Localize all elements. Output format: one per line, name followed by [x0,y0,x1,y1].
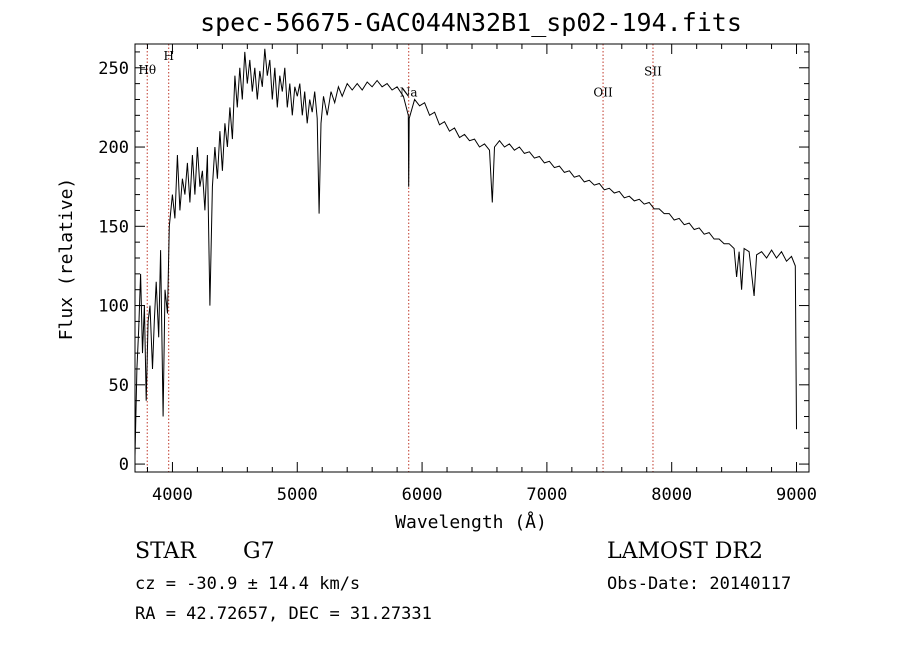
x-axis-label: Wavelength (Å) [395,511,547,533]
chart-title: spec-56675-GAC044N32B1_sp02-194.fits [200,8,742,37]
survey-name: LAMOST DR2 [607,539,763,564]
y-axis-label: Flux (relative) [56,178,77,341]
observation-date: Obs-Date: 20140117 [607,574,791,594]
x-tick-label-1: 5000 [277,485,318,505]
redshift-velocity: cz = -30.9 ± 14.4 km/s [135,574,360,594]
y-tick-label-1: 50 [109,376,129,396]
object-subclass: G7 [243,539,275,564]
y-tick-label-0: 0 [119,455,129,475]
x-tick-label-3: 7000 [526,485,567,505]
x-tick-label-0: 4000 [152,485,193,505]
y-tick-label-2: 100 [98,297,129,317]
x-tick-label-2: 6000 [402,485,443,505]
plot-frame [134,43,810,473]
spectral-line-markers: Hθ H Na OII SII [138,44,662,472]
spectral-line-label-4: SII [644,65,662,79]
x-tick-label-5: 9000 [776,485,817,505]
y-tick-label-4: 200 [98,138,129,158]
axis-tick-labels: 4000 5000 6000 7000 8000 9000 0 50 100 150 200 250 [98,59,817,505]
y-tick-label-5: 250 [98,59,129,79]
x-tick-label-4: 8000 [651,485,692,505]
axis-ticks [135,44,809,472]
spectral-line-label-1: H [163,49,173,63]
spectral-line-label-2: Na [400,85,418,99]
spectral-line-label-0: Hθ [138,63,156,77]
spectrum-line [134,48,797,457]
y-tick-label-3: 150 [98,217,129,237]
object-type: STAR [135,539,197,564]
coordinates: RA = 42.72657, DEC = 31.27331 [135,604,432,624]
spectral-line-label-3: OII [593,85,613,99]
